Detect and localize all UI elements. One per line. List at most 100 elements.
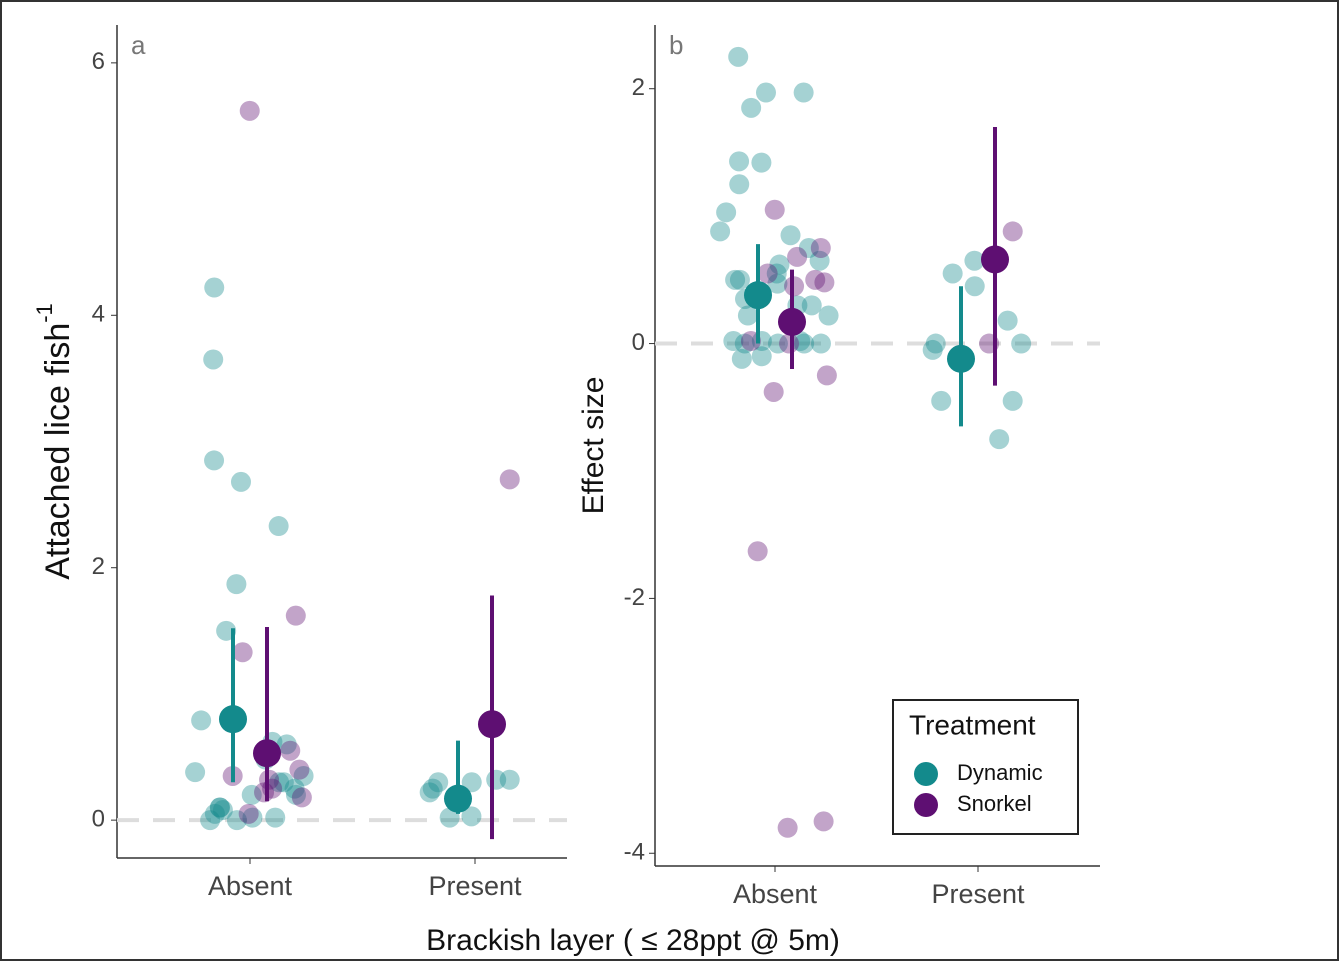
data-point (226, 810, 247, 831)
data-point (777, 817, 798, 838)
data-point (794, 333, 815, 354)
data-point (428, 772, 449, 793)
y-tick-label: 2 (92, 553, 105, 580)
data-point (818, 305, 839, 326)
y-axis-label: Attached lice fish-1 (32, 303, 77, 580)
x-tick-label: Present (428, 871, 522, 901)
mean-point (219, 705, 247, 734)
data-point (805, 269, 826, 290)
y-label-sup: -1 (32, 303, 57, 323)
data-point (767, 273, 788, 294)
data-point (810, 237, 831, 258)
y-tick-label: 0 (92, 805, 105, 832)
data-point (728, 46, 749, 67)
data-point (273, 772, 294, 793)
data-point (723, 331, 744, 352)
data-point (439, 807, 460, 828)
data-point (763, 381, 784, 402)
mean-point (253, 739, 281, 768)
data-point (269, 772, 290, 793)
data-point (767, 333, 788, 354)
mean-point (478, 710, 506, 739)
data-point (769, 254, 790, 275)
x-tick-label: Absent (733, 879, 818, 909)
data-point (210, 797, 231, 818)
data-point (209, 797, 230, 818)
data-point (731, 348, 752, 369)
data-point (751, 346, 772, 367)
data-point (740, 331, 761, 352)
data-point (1002, 221, 1023, 242)
data-point (241, 784, 262, 805)
data-point (931, 390, 952, 411)
data-point (285, 605, 306, 626)
data-point (741, 97, 762, 118)
data-point (925, 333, 946, 354)
data-point (942, 263, 963, 284)
x-tick-label: Absent (208, 871, 293, 901)
data-point (729, 151, 750, 172)
legend-title: Treatment (909, 709, 1036, 740)
data-point (204, 450, 225, 471)
data-point (232, 642, 253, 663)
data-point (285, 784, 306, 805)
y-label-text: Effect size (577, 377, 610, 515)
data-point (242, 807, 263, 828)
panel-label: a (131, 30, 146, 60)
x-tick-label: Present (931, 879, 1025, 909)
data-point (780, 225, 801, 246)
data-point (422, 778, 443, 799)
data-point (254, 782, 275, 803)
data-point (779, 333, 800, 354)
data-point (816, 365, 837, 386)
data-point (737, 305, 758, 326)
data-point (1002, 390, 1023, 411)
y-axis-label: Effect size (577, 377, 610, 515)
y-label-text: Attached lice fish (39, 323, 77, 580)
mean-point (947, 344, 975, 373)
data-point (204, 803, 225, 824)
data-point (964, 276, 985, 297)
data-point (716, 202, 737, 223)
data-point (729, 174, 750, 195)
y-tick-label: 0 (632, 329, 645, 356)
data-point (710, 221, 731, 242)
data-point (265, 807, 286, 828)
data-point (734, 333, 755, 354)
y-tick-label: 6 (92, 48, 105, 75)
data-point (293, 765, 314, 786)
y-tick-label: 2 (632, 74, 645, 101)
data-point (191, 710, 212, 731)
mean-point (981, 245, 1009, 274)
data-point (747, 541, 768, 562)
mean-point (744, 281, 772, 310)
data-point (291, 787, 312, 808)
data-point (230, 471, 251, 492)
legend-label: Snorkel (957, 791, 1032, 816)
data-point (964, 250, 985, 271)
data-point (259, 769, 280, 790)
y-tick-label: -4 (624, 839, 645, 866)
data-point (810, 333, 831, 354)
y-tick-label: 4 (92, 301, 105, 328)
data-point (814, 272, 835, 293)
data-point (764, 199, 785, 220)
data-point (185, 762, 206, 783)
mean-point (444, 784, 472, 813)
data-point (729, 269, 750, 290)
data-point (798, 237, 819, 258)
data-point (268, 516, 289, 537)
legend-swatch (914, 793, 938, 817)
data-point (284, 778, 305, 799)
data-point (203, 349, 224, 370)
data-point (757, 263, 778, 284)
data-point (239, 100, 260, 121)
data-point (200, 810, 221, 831)
data-point (813, 811, 834, 832)
data-point (790, 331, 811, 352)
mean-point (778, 307, 806, 336)
legend-label: Dynamic (957, 760, 1043, 785)
data-point (1011, 333, 1032, 354)
